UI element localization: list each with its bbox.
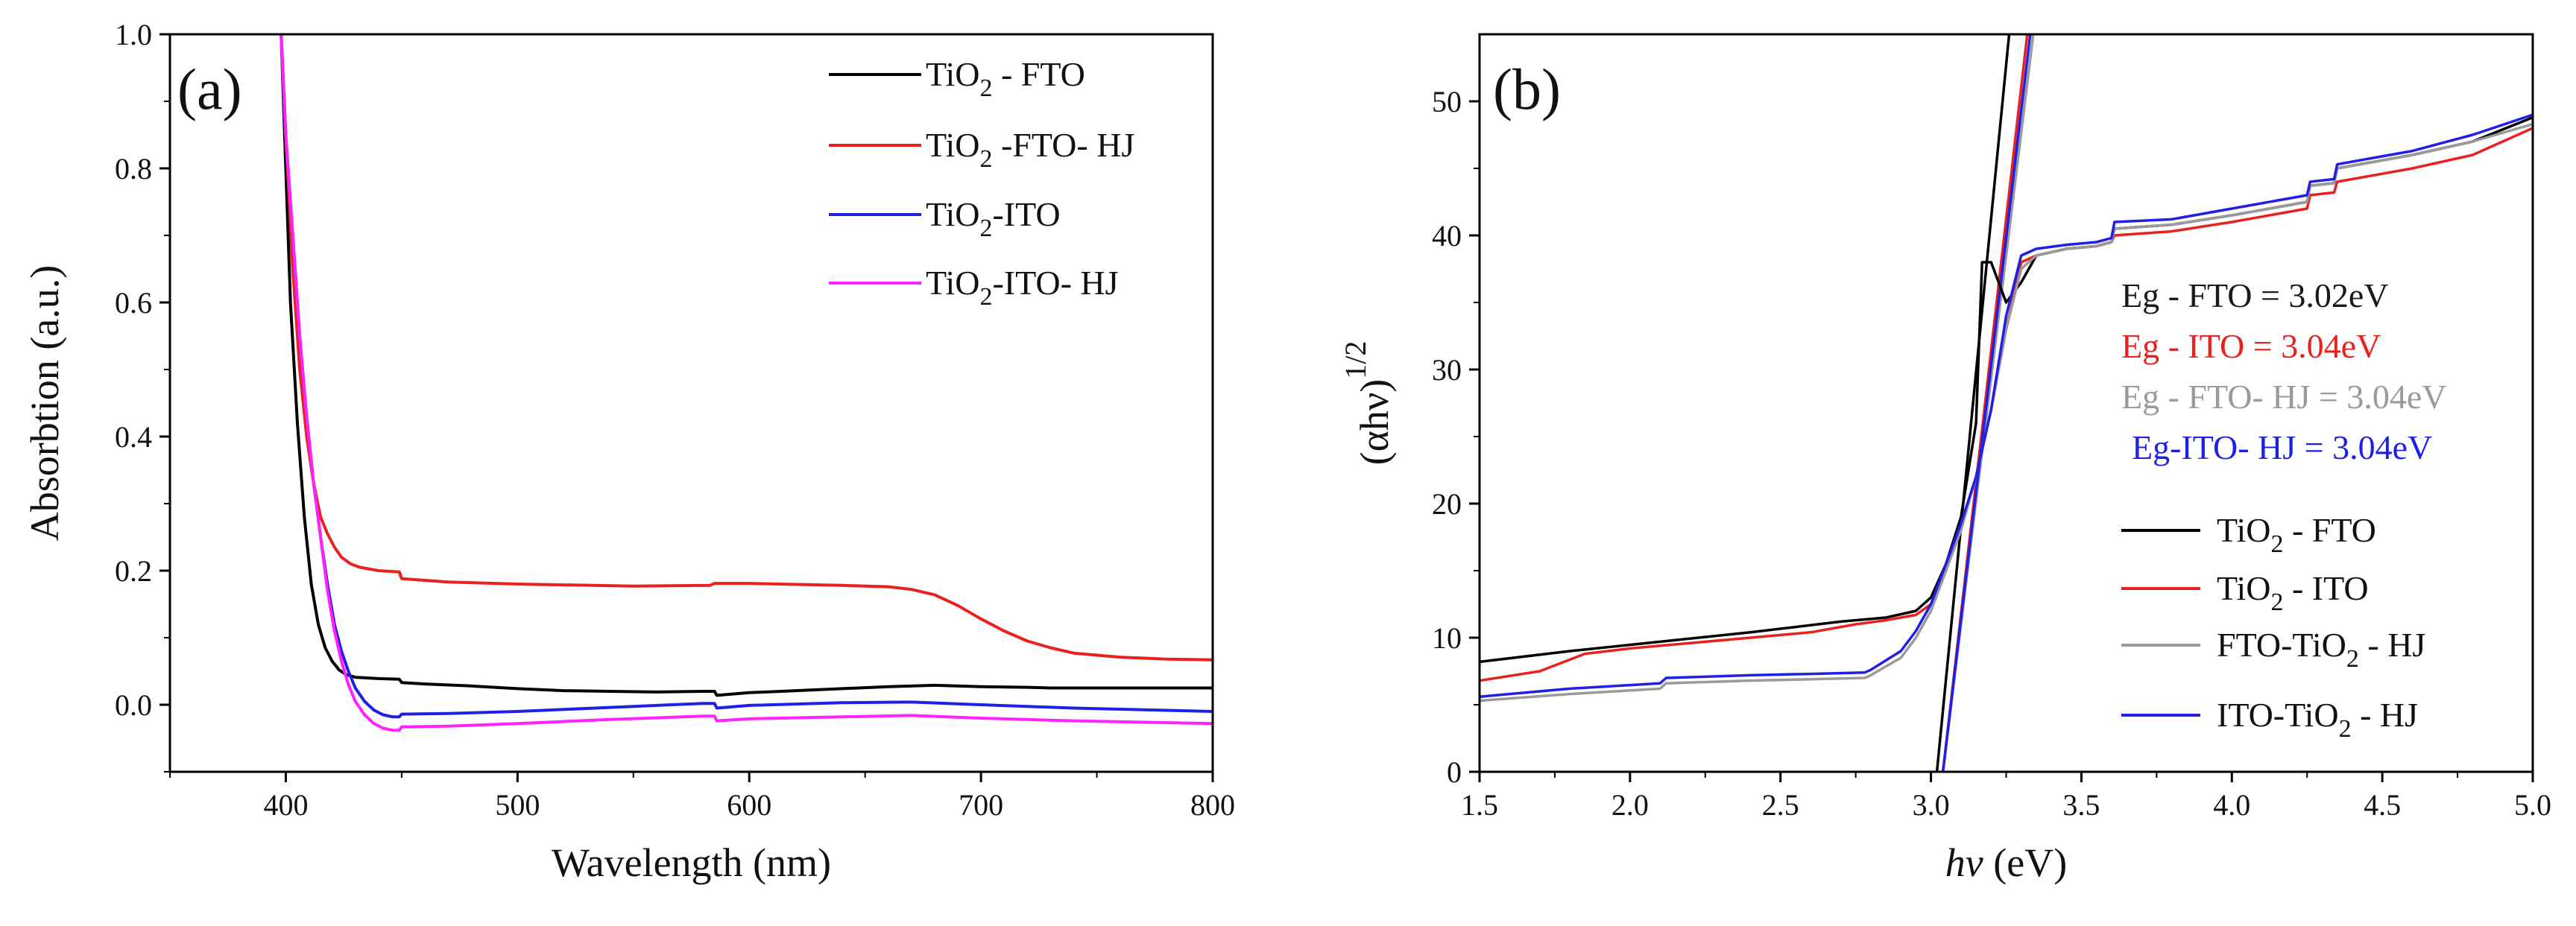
legend-label-text: TiO <box>2217 511 2270 549</box>
y-axis-label-superscript: 1/2 <box>1339 341 1372 379</box>
bandgap-annotation-3: Eg - FTO- HJ = 3.04eV <box>2121 378 2447 416</box>
legend-label-text: TiO <box>926 55 979 93</box>
plot-area-a <box>280 34 1213 732</box>
legend-label-subscript: 2 <box>979 283 992 311</box>
legend-label-subscript: 2 <box>979 74 992 102</box>
y-tick-label-b: 20 <box>1432 487 1462 521</box>
x-tick-label-b: 1.5 <box>1461 788 1498 822</box>
y-tick-label-b: 10 <box>1432 621 1462 655</box>
plot-area-b <box>1480 34 2533 772</box>
legend-label-b-3: FTO-TiO2 - HJ <box>2217 626 2425 673</box>
x-tick-label-a: 600 <box>727 788 771 822</box>
tangent-ITO-HJ-line <box>1941 34 2032 772</box>
y-tick-label-a: 0.2 <box>115 554 152 588</box>
legend-label-text: -ITO- HJ <box>992 264 1118 302</box>
panel-label-b: (b) <box>1493 57 1561 121</box>
y-tick-label-a: 0.4 <box>115 420 152 454</box>
x-tick-label-b: 2.0 <box>1611 788 1649 822</box>
plot-frame-a <box>168 33 1214 773</box>
x-axis-label-a: Wavelength (nm) <box>552 840 831 885</box>
legend-label-a-3: TiO2-ITO <box>926 195 1061 242</box>
x-tick-label-a: 500 <box>495 788 540 822</box>
bandgap-annotation-2: Eg - ITO = 3.04eV <box>2121 327 2381 365</box>
series-line-b-4 <box>1480 113 2533 698</box>
x-axis-label-symbol: hν <box>1945 840 1983 885</box>
legend-label-text: - HJ <box>2359 626 2425 664</box>
x-axis-label-b: hν (eV) <box>1945 840 2067 885</box>
legend-label-subscript: 2 <box>2339 715 2352 743</box>
legend-label-text: -ITO <box>992 195 1060 233</box>
y-tick-label-b: 30 <box>1432 353 1462 387</box>
legend-label-a-2: TiO2 -FTO- HJ <box>926 126 1134 173</box>
y-axis-label-a: Absorbtion (a.u.) <box>22 265 67 541</box>
legend-label-subscript: 2 <box>2346 645 2359 673</box>
x-tick-label-a: 700 <box>959 788 1003 822</box>
legend-label-text: TiO <box>926 195 979 233</box>
y-tick-label-a: 0.8 <box>115 152 152 185</box>
panel-label-a: (a) <box>177 57 242 121</box>
y-axis-label-b: (αhν)1/2 <box>1339 341 1397 466</box>
y-axis-label-main: (αhν) <box>1352 379 1397 466</box>
bandgap-annotation-1: Eg - FTO = 3.02eV <box>2121 276 2389 314</box>
legend-label-b-2: TiO2 - ITO <box>2217 569 2369 616</box>
legend-label-text: FTO-TiO <box>2217 626 2346 664</box>
chart-panel-b: 1.5 2.0 2.5 3.0 3.5 4.0 4.5 5.0 0 10 20 30 40 50 hν (e… <box>1339 33 2551 885</box>
y-tick-label-a: 0.6 <box>115 286 152 320</box>
x-tick-label-b: 3.5 <box>2062 788 2100 822</box>
legend-label-text: TiO <box>2217 569 2270 607</box>
legend-label-text: ITO-TiO <box>2217 696 2339 734</box>
legend-label-text: - ITO <box>2283 569 2368 607</box>
legend-label-a-4: TiO2-ITO- HJ <box>926 264 1119 311</box>
legend-label-text: TiO <box>926 126 979 164</box>
legend-label-text: - HJ <box>2352 696 2418 734</box>
legend-label-text: -FTO- HJ <box>992 126 1134 164</box>
series-line-a-1 <box>280 34 1213 697</box>
x-tick-label-b: 2.5 <box>1762 788 1799 822</box>
y-tick-label-b: 0 <box>1447 755 1462 789</box>
x-tick-label-a: 400 <box>263 788 308 822</box>
y-tick-label-b: 40 <box>1432 219 1462 253</box>
chart-panel-a: 400 500 600 700 800 0.0 0.2 0.4 0.6 0.8 1.0 Wavelen… <box>22 18 1235 885</box>
x-tick-label-b: 5.0 <box>2514 788 2551 822</box>
legend-label-subscript: 2 <box>979 145 992 173</box>
legend-label-text: - FTO <box>2283 511 2375 549</box>
y-tick-label-b: 50 <box>1432 85 1462 118</box>
x-tick-label-a: 800 <box>1190 788 1235 822</box>
x-tick-label-b: 3.0 <box>1913 788 1950 822</box>
x-tick-label-b: 4.5 <box>2364 788 2401 822</box>
y-tick-label-a: 0.0 <box>115 688 152 722</box>
legend-label-subscript: 2 <box>2270 589 2283 616</box>
legend-label-b-1: TiO2 - FTO <box>2217 511 2376 558</box>
tangent-FTO-line <box>1935 34 2011 772</box>
x-axis-label-unit: (eV) <box>1983 840 2067 885</box>
series-line-a-4 <box>280 34 1213 732</box>
x-tick-label-b: 4.0 <box>2213 788 2250 822</box>
legend-label-subscript: 2 <box>979 215 992 242</box>
legend-label-b-4: ITO-TiO2 - HJ <box>2217 696 2418 743</box>
legend-label-text: TiO <box>926 264 979 302</box>
bandgap-annotation-4: Eg-ITO- HJ = 3.04eV <box>2132 428 2432 466</box>
y-tick-label-a: 1.0 <box>115 18 152 51</box>
legend-label-a-1: TiO2 - FTO <box>926 55 1085 102</box>
legend-label-subscript: 2 <box>2270 530 2283 558</box>
legend-label-text: - FTO <box>992 55 1085 93</box>
